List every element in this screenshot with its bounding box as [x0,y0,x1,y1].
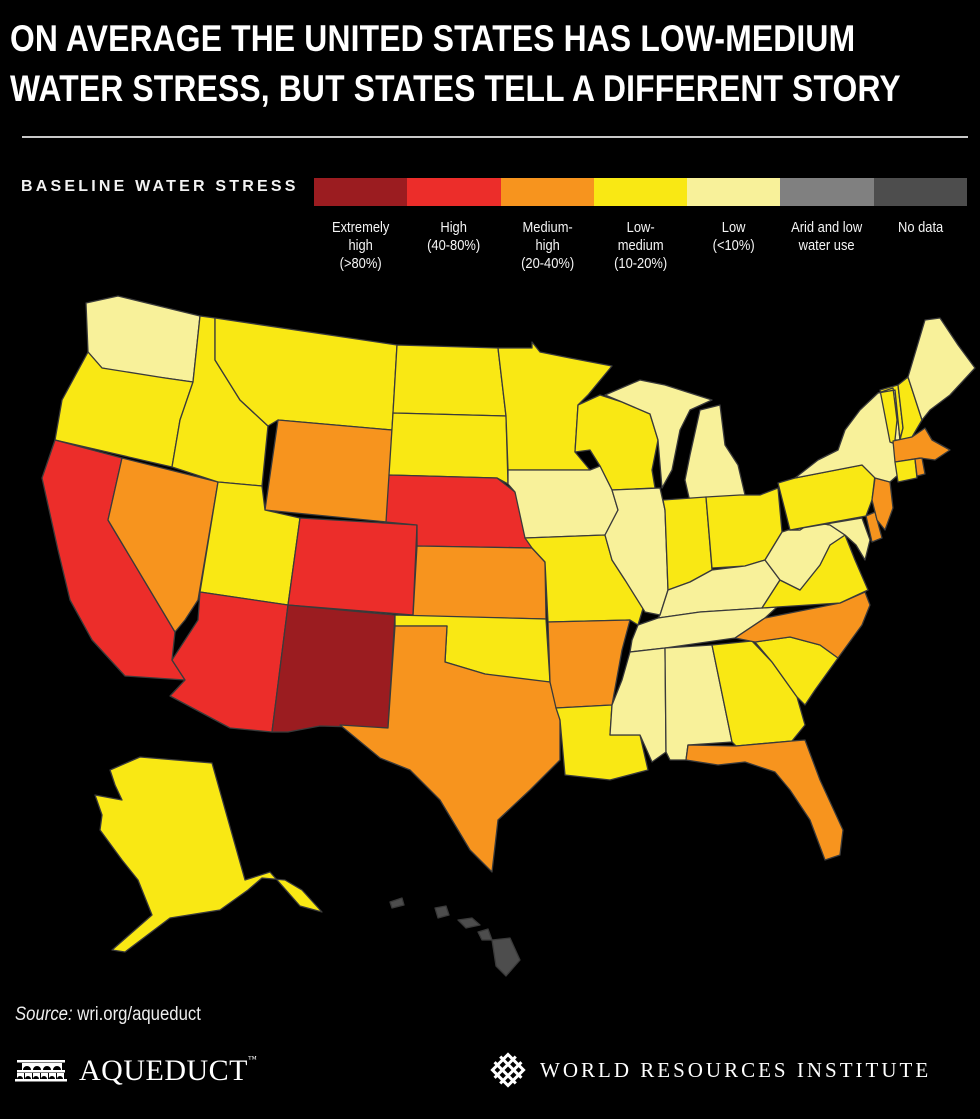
legend-label-arid: Arid and low water use [791,219,863,254]
wri-logo: WORLD RESOURCES INSTITUTE [488,1050,931,1090]
aqueduct-arches-icon [15,1060,67,1082]
legend-title: BASELINE WATER STRESS [21,178,299,195]
chart-title: ON AVERAGE THE UNITED STATES HAS LOW-MED… [10,14,975,114]
source-link[interactable]: wri.org/aqueduct [77,1004,201,1025]
legend-swatch-arid [780,178,874,206]
us-water-stress-map [41,295,976,977]
legend-color-bar [314,178,968,206]
legend-labels: Extremely high (>80%) High (40-80%) Medium-hi… [314,219,967,273]
state-mi [604,379,746,503]
state-co [287,517,418,616]
state-nd [392,344,507,417]
legend-swatch-medium-high [500,178,594,206]
state-ak [94,756,323,953]
legend-swatch-high [407,178,501,206]
legend-label-low-medium: Low-medium (10-20%) [614,219,668,272]
state-ia [507,465,619,539]
state-fl [685,739,844,861]
legend-label-extremely-high: Extremely high (>80%) [331,219,390,272]
legend-swatch-extremely-high [314,178,408,206]
wri-wordmark: WORLD RESOURCES INSTITUTE [540,1057,932,1082]
state-nc [734,591,871,659]
state-ri [914,457,926,477]
state-de [865,511,883,543]
state-ks [412,545,547,620]
state-ct [894,458,918,483]
state-me [907,317,976,421]
state-hi [389,897,521,977]
source-citation: Source: wri.org/aqueduct [15,1004,201,1026]
aqueduct-wordmark: AQUEDUCT™ [79,1054,258,1087]
legend-label-high: High (40-80%) [427,219,481,254]
state-tx [339,625,561,873]
title-line-1: ON AVERAGE THE UNITED STATES HAS LOW-MED… [10,18,856,59]
legend-swatch-no-data [873,178,968,206]
legend-label-low: Low (<10%) [712,219,755,254]
wri-knot-icon [490,1052,526,1088]
state-ga [711,640,806,747]
legend-label-no-data: No data [897,219,944,236]
title-line-2: WATER STRESS, BUT STATES TELL A DIFFEREN… [10,68,901,109]
title-divider [22,136,968,138]
state-nm [271,604,396,733]
aqueduct-logo: AQUEDUCT™ [15,1054,257,1088]
legend-label-medium-high: Medium-high (20-40%) [520,219,574,272]
legend-swatch-low-medium [593,178,688,206]
state-sd [388,412,509,485]
state-wy [264,419,393,523]
source-label: Source: [15,1004,73,1025]
legend-swatch-low [687,178,781,206]
